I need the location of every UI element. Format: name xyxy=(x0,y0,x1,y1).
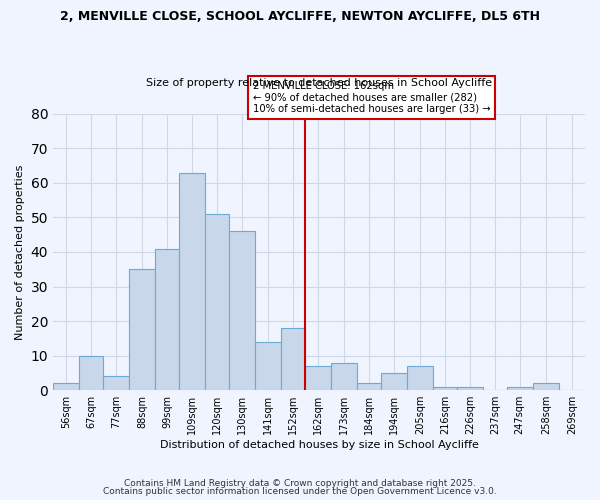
Bar xyxy=(53,384,79,390)
Bar xyxy=(506,387,533,390)
Bar xyxy=(255,342,281,390)
Bar xyxy=(331,362,357,390)
Bar xyxy=(357,384,381,390)
Bar xyxy=(179,172,205,390)
Text: 2, MENVILLE CLOSE, SCHOOL AYCLIFFE, NEWTON AYCLIFFE, DL5 6TH: 2, MENVILLE CLOSE, SCHOOL AYCLIFFE, NEWT… xyxy=(60,10,540,23)
Bar xyxy=(79,356,103,390)
Bar xyxy=(229,232,255,390)
Title: Size of property relative to detached houses in School Aycliffe: Size of property relative to detached ho… xyxy=(146,78,492,88)
Bar xyxy=(305,366,331,390)
Bar xyxy=(155,248,179,390)
Text: 2 MENVILLE CLOSE: 162sqm
← 90% of detached houses are smaller (282)
10% of semi-: 2 MENVILLE CLOSE: 162sqm ← 90% of detach… xyxy=(253,80,490,114)
Text: Contains public sector information licensed under the Open Government Licence v3: Contains public sector information licen… xyxy=(103,487,497,496)
Bar xyxy=(103,376,129,390)
Bar xyxy=(433,387,457,390)
Bar xyxy=(281,328,305,390)
Bar xyxy=(407,366,433,390)
Bar xyxy=(457,387,483,390)
Text: Contains HM Land Registry data © Crown copyright and database right 2025.: Contains HM Land Registry data © Crown c… xyxy=(124,478,476,488)
Bar xyxy=(381,373,407,390)
Bar xyxy=(533,384,559,390)
Y-axis label: Number of detached properties: Number of detached properties xyxy=(15,164,25,340)
Bar xyxy=(205,214,229,390)
Bar xyxy=(129,270,155,390)
X-axis label: Distribution of detached houses by size in School Aycliffe: Distribution of detached houses by size … xyxy=(160,440,478,450)
